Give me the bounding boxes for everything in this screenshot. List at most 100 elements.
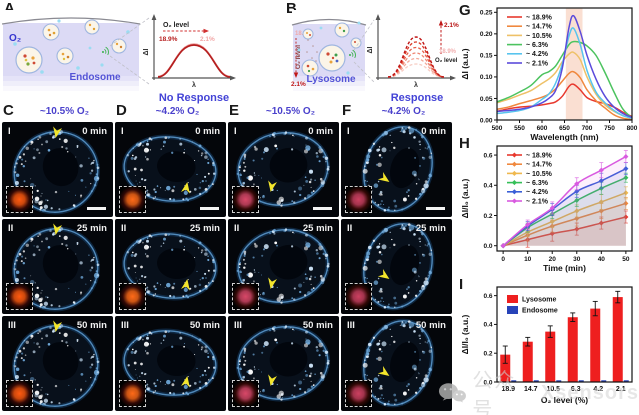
category-label: 6.3 [571, 386, 581, 393]
cell-membrane [237, 326, 329, 400]
x-tick-label: 600 [537, 125, 548, 132]
y-tick-label: 0.20 [480, 31, 493, 38]
cell-membrane [123, 136, 217, 202]
o2-level-label: O₂ level [435, 58, 458, 64]
oxygen-dots [13, 19, 130, 74]
intensity-inset [345, 186, 372, 213]
legend-label: ~ 6.3% [526, 180, 549, 187]
microscopy-tile-E-III: III 50 min [228, 316, 339, 411]
microscopy-tile-D-II: II 25 min [115, 219, 226, 314]
intensity-inset [6, 186, 33, 213]
time-label: 0 min [195, 126, 220, 137]
cell-membrane-curve [2, 17, 141, 25]
x-tick-label: 30 [573, 256, 581, 263]
x-axis-label: O₂ level (%) [541, 395, 588, 405]
microscopy-tile-F-III: III 50 min [341, 316, 452, 411]
cell-image [121, 231, 219, 301]
fluorescence-spot [7, 187, 32, 212]
scale-bar [426, 207, 445, 210]
fluorescence-spot [120, 284, 145, 309]
y-tick-label: 0.25 [480, 10, 493, 17]
x-tick-label: 700 [582, 125, 593, 132]
fluorescence-spot [346, 381, 371, 406]
endosome-bar [578, 380, 584, 382]
series-line [502, 202, 627, 247]
signal-icon [349, 49, 356, 59]
arrowhead-icon [181, 181, 190, 194]
nucleus [156, 345, 196, 377]
endosome-bar [556, 380, 562, 382]
arrowhead-icon [377, 366, 390, 376]
time-label: 0 min [308, 126, 333, 137]
y-tick-label: 0.6 [483, 293, 492, 300]
inset-ylabel: ΔI [367, 46, 374, 53]
panel-letter-F: F [342, 102, 352, 119]
intensity-inset [119, 380, 146, 407]
x-tick-label: 0 [501, 256, 505, 263]
panel-b-inset-plot: 2.1% 18.9% O₂ level ΔI λ Response [367, 14, 459, 104]
series-line [496, 51, 633, 119]
x-tick-label: 40 [598, 256, 606, 263]
oxygen-dots [297, 21, 361, 75]
arrowhead-icon [181, 278, 190, 291]
cell-image [361, 318, 435, 408]
fluorescence-spot [7, 284, 32, 309]
bar-chart: 18.9 14.7 10.5 6.3 4.2 2.1 0.0 0.2 0.4 0.6 Lysosom… [460, 286, 633, 405]
time-label: 0 min [421, 126, 446, 137]
roman-numeral-label: III [234, 320, 242, 331]
cell-image [235, 324, 331, 402]
series-line [496, 70, 633, 121]
roman-numeral-label: III [347, 320, 355, 331]
time-label: 25 min [302, 223, 333, 234]
roman-numeral-label: II [8, 223, 14, 234]
arrowhead-icon [53, 223, 62, 236]
cell-membrane [237, 132, 329, 206]
legend-label: ~ 4.2% [526, 189, 549, 196]
intensity-inset [232, 283, 259, 310]
cell-image [361, 221, 435, 311]
series-line [496, 14, 633, 119]
legend-label: ~ 14.7% [526, 162, 553, 169]
intensity-inset [345, 380, 372, 407]
endosome-bar [511, 380, 517, 382]
x-axis-label: Time (min) [543, 263, 586, 273]
endosome-bar [601, 380, 607, 382]
legend-label: Lysosome [522, 297, 556, 304]
roman-numeral-label: I [234, 126, 237, 137]
panel-b-schematic: 18.9% O₂ level 2.1% [291, 10, 459, 104]
y-axis-label: ΔI (a.u.) [460, 48, 470, 79]
response-caption: Response [391, 92, 444, 104]
series-line [502, 155, 627, 247]
arrowhead-icon [377, 269, 390, 279]
microscopy-tile-D-III: III 50 min [115, 316, 226, 411]
time-label: 25 min [189, 223, 220, 234]
o2-condition-header: ~4.2% O₂ [155, 106, 200, 117]
panel-letter-D: D [116, 102, 127, 119]
o2-condition-header: ~10.5% O₂ [265, 106, 316, 117]
legend-label: ~ 14.7% [526, 24, 553, 31]
nucleus [269, 147, 308, 183]
time-label: 50 min [415, 320, 446, 331]
category-label: 4.2 [593, 386, 603, 393]
nucleus [389, 341, 420, 383]
panel-letter-I: I [459, 276, 464, 293]
y-tick-label: 0.0 [483, 243, 492, 250]
axis-o2-level-label: O₂ level [295, 45, 302, 69]
lysosome-bar [590, 308, 601, 382]
low-o2-label: 2.1% [200, 36, 215, 43]
microscopy-tile-C-III: III 50 min [2, 316, 113, 411]
x-tick-label: 50 [622, 256, 630, 263]
legend-label: ~ 2.1% [526, 198, 549, 205]
roman-numeral-label: I [8, 126, 11, 137]
endosome-bar [623, 380, 629, 382]
intensity-inset [232, 380, 259, 407]
panel-letter-B: B [286, 0, 297, 17]
y-tick-label: 0.0 [483, 379, 492, 386]
panel-letter-C: C [3, 102, 14, 119]
x-tick-label: 20 [549, 256, 557, 263]
fluorescence-spot [346, 284, 371, 309]
legend-label: Endosome [522, 308, 558, 315]
y-tick-label: 0.6 [483, 152, 492, 159]
x-tick-label: 650 [559, 125, 570, 132]
high-o2-label: 18.9% [159, 36, 178, 43]
